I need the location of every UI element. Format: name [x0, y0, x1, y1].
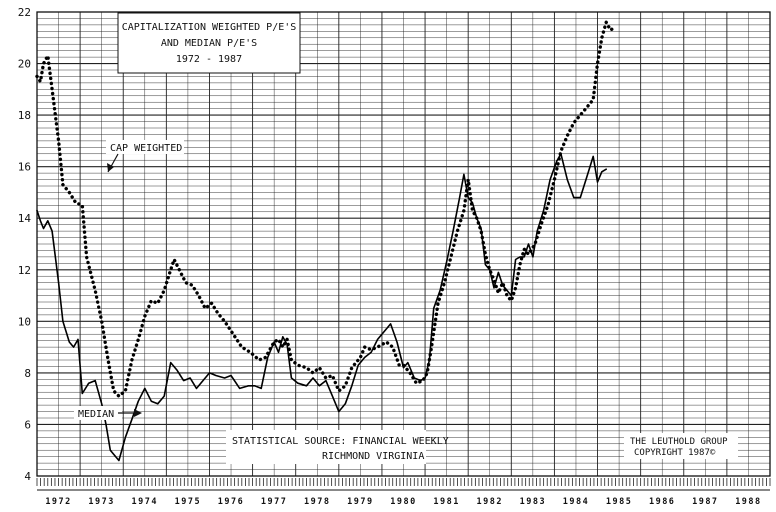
series-median [36, 153, 607, 462]
x-tick-label: 1987 [692, 497, 718, 507]
y-tick-label: 22 [18, 6, 31, 19]
source-line-1: STATISTICAL SOURCE: FINANCIAL WEEKLY [232, 436, 449, 447]
x-tick-label: 1980 [390, 497, 416, 507]
title-line-3: 1972 - 1987 [176, 54, 242, 65]
title-line-2: AND MEDIAN P/E'S [161, 38, 257, 49]
series-group [35, 20, 617, 462]
y-tick-label: 18 [18, 109, 31, 122]
y-tick-label: 6 [24, 418, 31, 431]
source-box: STATISTICAL SOURCE: FINANCIAL WEEKLY RIC… [226, 430, 449, 464]
x-tick-label: 1977 [261, 497, 287, 507]
y-axis-ticks: 4 6 8 10 12 14 16 18 20 22 [18, 6, 32, 483]
cap-weighted-annotation: CAP WEIGHTED [106, 140, 184, 173]
plot-frame [36, 11, 771, 491]
x-tick-label: 1975 [175, 497, 201, 507]
x-tick-label: 1984 [563, 497, 589, 507]
x-tick-label: 1978 [304, 497, 330, 507]
y-tick-label: 10 [18, 315, 31, 328]
x-tick-label: 1973 [88, 497, 114, 507]
y-tick-label: 14 [18, 212, 32, 225]
cap-weighted-label: CAP WEIGHTED [110, 143, 182, 154]
credit-line-2: COPYRIGHT 1987© [634, 448, 716, 458]
series-cap-weighted [35, 20, 617, 398]
credit-line-1: THE LEUTHOLD GROUP [630, 437, 728, 447]
title-box: CAPITALIZATION WEIGHTED P/E'S AND MEDIAN… [117, 12, 301, 74]
x-axis-ticks: 1972 1973 1974 1975 1976 1977 1978 1979 1980 1981… [45, 497, 761, 507]
y-tick-label: 16 [18, 161, 31, 174]
x-tick-label: 1974 [132, 497, 158, 507]
median-label: MEDIAN [78, 409, 114, 420]
chart-grid [36, 11, 771, 477]
median-annotation: MEDIAN [74, 406, 142, 420]
x-tick-label: 1982 [476, 497, 502, 507]
x-tick-label: 1976 [218, 497, 244, 507]
title-line-1: CAPITALIZATION WEIGHTED P/E'S [122, 22, 297, 33]
x-tick-label: 1986 [649, 497, 675, 507]
x-tick-label: 1988 [735, 497, 761, 507]
y-tick-label: 12 [18, 264, 31, 277]
x-tick-label: 1981 [433, 497, 459, 507]
x-tick-label: 1972 [45, 497, 71, 507]
y-tick-label: 4 [24, 470, 31, 483]
source-line-2: RICHMOND VIRGINIA [322, 451, 424, 462]
y-tick-label: 8 [24, 367, 31, 380]
x-tick-label: 1979 [347, 497, 373, 507]
y-tick-label: 20 [18, 58, 31, 71]
credit-box: THE LEUTHOLD GROUP COPYRIGHT 1987© [624, 433, 738, 459]
plot-border [36, 11, 771, 477]
x-tick-label: 1985 [606, 497, 632, 507]
x-tick-label: 1983 [520, 497, 546, 507]
